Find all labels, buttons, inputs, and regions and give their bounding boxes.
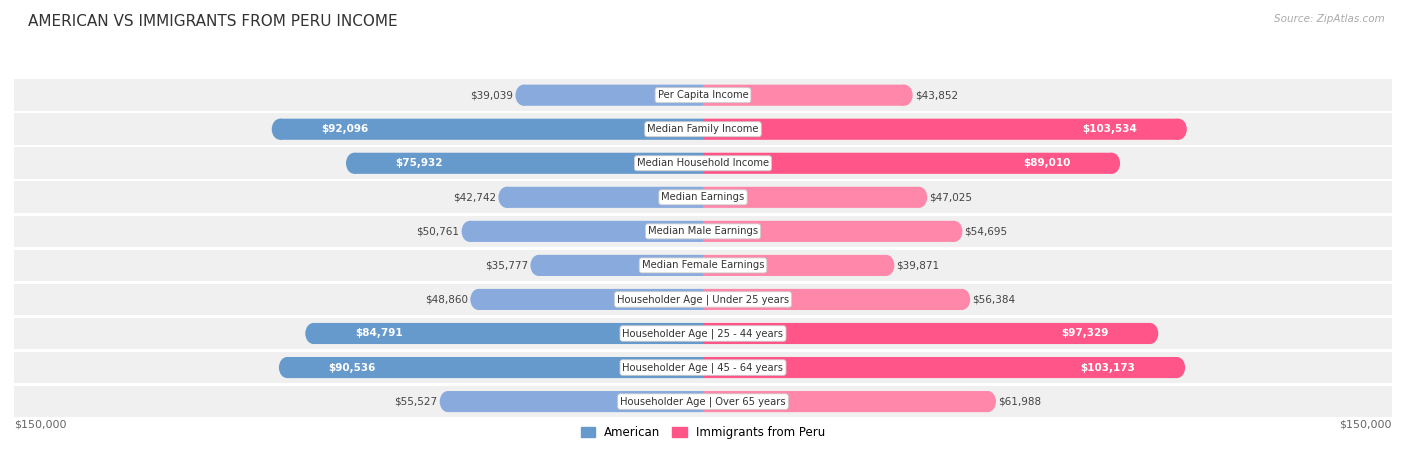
FancyBboxPatch shape	[449, 391, 703, 412]
Ellipse shape	[1168, 357, 1185, 378]
Ellipse shape	[980, 391, 995, 412]
Text: $75,932: $75,932	[395, 158, 443, 168]
Ellipse shape	[498, 187, 515, 208]
FancyBboxPatch shape	[280, 119, 703, 140]
FancyBboxPatch shape	[703, 221, 955, 242]
Text: Householder Age | 45 - 64 years: Householder Age | 45 - 64 years	[623, 362, 783, 373]
Text: $48,860: $48,860	[425, 295, 468, 304]
FancyBboxPatch shape	[703, 187, 920, 208]
Text: Householder Age | 25 - 44 years: Householder Age | 25 - 44 years	[623, 328, 783, 339]
Text: $35,777: $35,777	[485, 261, 529, 270]
Text: Median Male Earnings: Median Male Earnings	[648, 226, 758, 236]
Text: AMERICAN VS IMMIGRANTS FROM PERU INCOME: AMERICAN VS IMMIGRANTS FROM PERU INCOME	[28, 14, 398, 29]
Text: $90,536: $90,536	[329, 362, 375, 373]
Text: $150,000: $150,000	[1340, 419, 1392, 429]
Ellipse shape	[461, 221, 478, 242]
FancyBboxPatch shape	[703, 391, 987, 412]
Bar	[14, 216, 1392, 247]
FancyBboxPatch shape	[703, 323, 1150, 344]
Ellipse shape	[911, 187, 927, 208]
Text: $89,010: $89,010	[1024, 158, 1070, 168]
Text: $150,000: $150,000	[14, 419, 66, 429]
Text: $84,791: $84,791	[354, 328, 402, 339]
FancyBboxPatch shape	[703, 119, 1178, 140]
FancyBboxPatch shape	[478, 289, 703, 310]
Text: Householder Age | Over 65 years: Householder Age | Over 65 years	[620, 396, 786, 407]
Text: $47,025: $47,025	[929, 192, 973, 202]
Bar	[14, 182, 1392, 213]
FancyBboxPatch shape	[538, 255, 703, 276]
Ellipse shape	[1104, 153, 1121, 174]
Text: $50,761: $50,761	[416, 226, 460, 236]
FancyBboxPatch shape	[703, 289, 962, 310]
Text: Per Capita Income: Per Capita Income	[658, 90, 748, 100]
Ellipse shape	[471, 289, 486, 310]
Ellipse shape	[896, 85, 912, 106]
FancyBboxPatch shape	[287, 357, 703, 378]
Ellipse shape	[271, 119, 288, 140]
FancyBboxPatch shape	[523, 85, 703, 106]
Ellipse shape	[953, 289, 970, 310]
Text: Householder Age | Under 25 years: Householder Age | Under 25 years	[617, 294, 789, 304]
FancyBboxPatch shape	[703, 85, 904, 106]
Text: $56,384: $56,384	[973, 295, 1015, 304]
Ellipse shape	[440, 391, 456, 412]
Ellipse shape	[516, 85, 531, 106]
Text: $92,096: $92,096	[322, 124, 368, 134]
Bar	[14, 352, 1392, 383]
Ellipse shape	[1170, 119, 1187, 140]
Text: $54,695: $54,695	[965, 226, 1008, 236]
FancyBboxPatch shape	[703, 153, 1112, 174]
FancyBboxPatch shape	[703, 255, 886, 276]
Ellipse shape	[1142, 323, 1159, 344]
Ellipse shape	[346, 153, 363, 174]
Bar	[14, 148, 1392, 179]
Ellipse shape	[946, 221, 963, 242]
FancyBboxPatch shape	[470, 221, 703, 242]
Text: $97,329: $97,329	[1062, 328, 1109, 339]
Text: $39,039: $39,039	[471, 90, 513, 100]
Text: $55,527: $55,527	[395, 396, 437, 407]
FancyBboxPatch shape	[314, 323, 703, 344]
Ellipse shape	[530, 255, 547, 276]
Bar	[14, 249, 1392, 281]
Bar	[14, 318, 1392, 349]
Text: $61,988: $61,988	[998, 396, 1042, 407]
Text: $103,534: $103,534	[1083, 124, 1137, 134]
Bar	[14, 283, 1392, 315]
Text: Median Earnings: Median Earnings	[661, 192, 745, 202]
Text: Median Household Income: Median Household Income	[637, 158, 769, 168]
Text: $103,173: $103,173	[1081, 362, 1136, 373]
Ellipse shape	[305, 323, 322, 344]
Text: Median Female Earnings: Median Female Earnings	[641, 261, 765, 270]
FancyBboxPatch shape	[354, 153, 703, 174]
FancyBboxPatch shape	[506, 187, 703, 208]
Text: $42,742: $42,742	[453, 192, 496, 202]
Ellipse shape	[278, 357, 295, 378]
Ellipse shape	[877, 255, 894, 276]
Text: $39,871: $39,871	[897, 261, 939, 270]
Text: Source: ZipAtlas.com: Source: ZipAtlas.com	[1274, 14, 1385, 24]
Bar	[14, 113, 1392, 145]
Bar	[14, 386, 1392, 417]
FancyBboxPatch shape	[703, 357, 1177, 378]
Text: $43,852: $43,852	[915, 90, 957, 100]
Bar	[14, 79, 1392, 111]
Legend: American, Immigrants from Peru: American, Immigrants from Peru	[576, 421, 830, 444]
Text: Median Family Income: Median Family Income	[647, 124, 759, 134]
